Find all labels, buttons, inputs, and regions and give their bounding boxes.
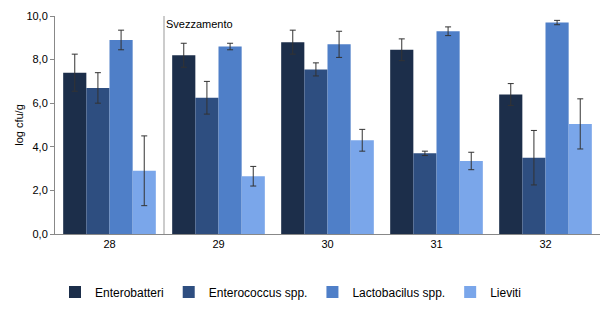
svg-text:6,0: 6,0 (33, 97, 48, 109)
svg-text:8,0: 8,0 (33, 53, 48, 65)
svg-text:32: 32 (539, 238, 551, 250)
svg-text:Enterococcus spp.: Enterococcus spp. (209, 286, 308, 300)
svg-text:4,0: 4,0 (33, 141, 48, 153)
svg-text:Lieviti: Lieviti (490, 286, 521, 300)
svg-text:30: 30 (321, 238, 333, 250)
svg-text:2,0: 2,0 (33, 184, 48, 196)
svg-text:31: 31 (430, 238, 442, 250)
svg-text:log cfu/g: log cfu/g (13, 104, 25, 146)
svg-text:Enterobatteri: Enterobatteri (95, 286, 164, 300)
svg-text:Lactobacilus spp.: Lactobacilus spp. (352, 286, 445, 300)
svg-text:29: 29 (212, 238, 224, 250)
svg-text:10,0: 10,0 (26, 10, 47, 22)
svg-text:Svezzamento: Svezzamento (166, 18, 233, 30)
svg-text:0,0: 0,0 (33, 228, 48, 240)
svg-text:28: 28 (103, 238, 115, 250)
